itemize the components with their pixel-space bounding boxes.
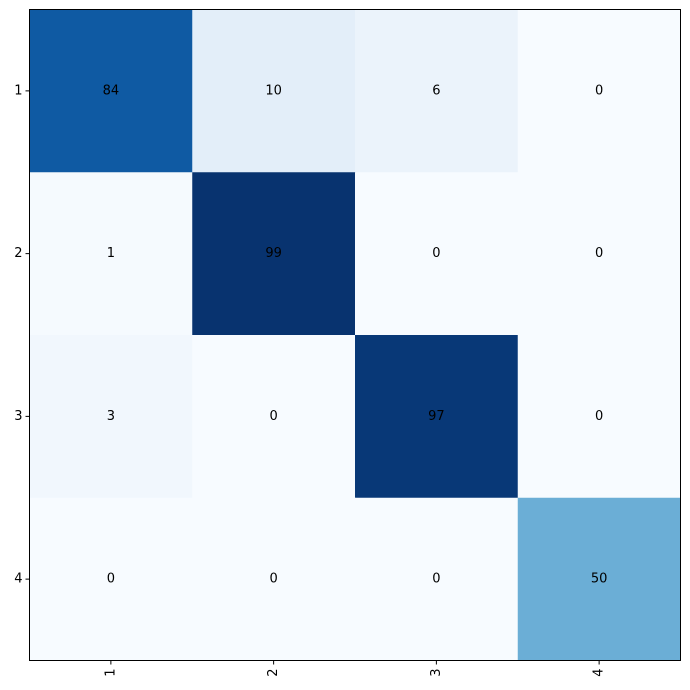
x-tick-label-3: 3 [429,669,444,677]
cell-value-r1-c1: 84 [103,83,120,98]
heatmap-cell-r4-c1 [29,497,193,661]
x-axis: 1 2 3 4 [103,660,607,677]
y-tick-label-3: 3 [14,409,22,424]
y-tick-label-4: 4 [14,572,22,587]
heatmap-cells [29,9,681,661]
cell-value-r3-c4: 0 [595,409,603,424]
cell-value-r2-c2: 99 [265,246,282,261]
cell-value-r3-c1: 3 [107,409,115,424]
heatmap-cell-r4-c3 [355,497,519,661]
cell-value-r1-c2: 10 [265,83,282,98]
cell-value-r3-c2: 0 [269,409,277,424]
y-tick-label-1: 1 [14,83,22,98]
heatmap-cell-r4-c4 [517,497,681,661]
x-tick-label-1: 1 [103,669,118,677]
heatmap-cell-labels: 84 10 6 0 1 99 0 0 3 0 97 0 0 0 0 50 [103,83,608,586]
heatmap-cell-r2-c4 [517,172,681,336]
cell-value-r1-c3: 6 [432,83,440,98]
x-tick-label-4: 4 [592,669,607,677]
cell-value-r2-c1: 1 [107,246,115,261]
heatmap-cell-r2-c3 [355,172,519,336]
heatmap-cell-r2-c2 [192,172,356,336]
cell-value-r4-c2: 0 [269,572,277,587]
heatmap-cell-r3-c4 [517,335,681,499]
cell-value-r2-c4: 0 [595,246,603,261]
heatmap-cell-r3-c1 [29,335,193,499]
cell-value-r1-c4: 0 [595,83,603,98]
cell-value-r4-c4: 50 [591,572,608,587]
y-axis: 1 2 3 4 [14,83,30,587]
heatmap-cell-r3-c3 [355,335,519,499]
heatmap-cell-r2-c1 [29,172,193,336]
heatmap-cell-r4-c2 [192,497,356,661]
x-tick-label-2: 2 [266,669,281,677]
cell-value-r3-c3: 97 [428,409,445,424]
heatmap-cell-r3-c2 [192,335,356,499]
plot-frame [29,9,681,661]
cell-value-r4-c3: 0 [432,572,440,587]
heatmap-cell-r1-c4 [517,9,681,173]
cell-value-r4-c1: 0 [107,572,115,587]
cell-value-r2-c3: 0 [432,246,440,261]
heatmap-cell-r1-c1 [29,9,193,173]
heatmap-cell-r1-c2 [192,9,356,173]
heatmap-cell-r1-c3 [355,9,519,173]
y-tick-label-2: 2 [14,246,22,261]
